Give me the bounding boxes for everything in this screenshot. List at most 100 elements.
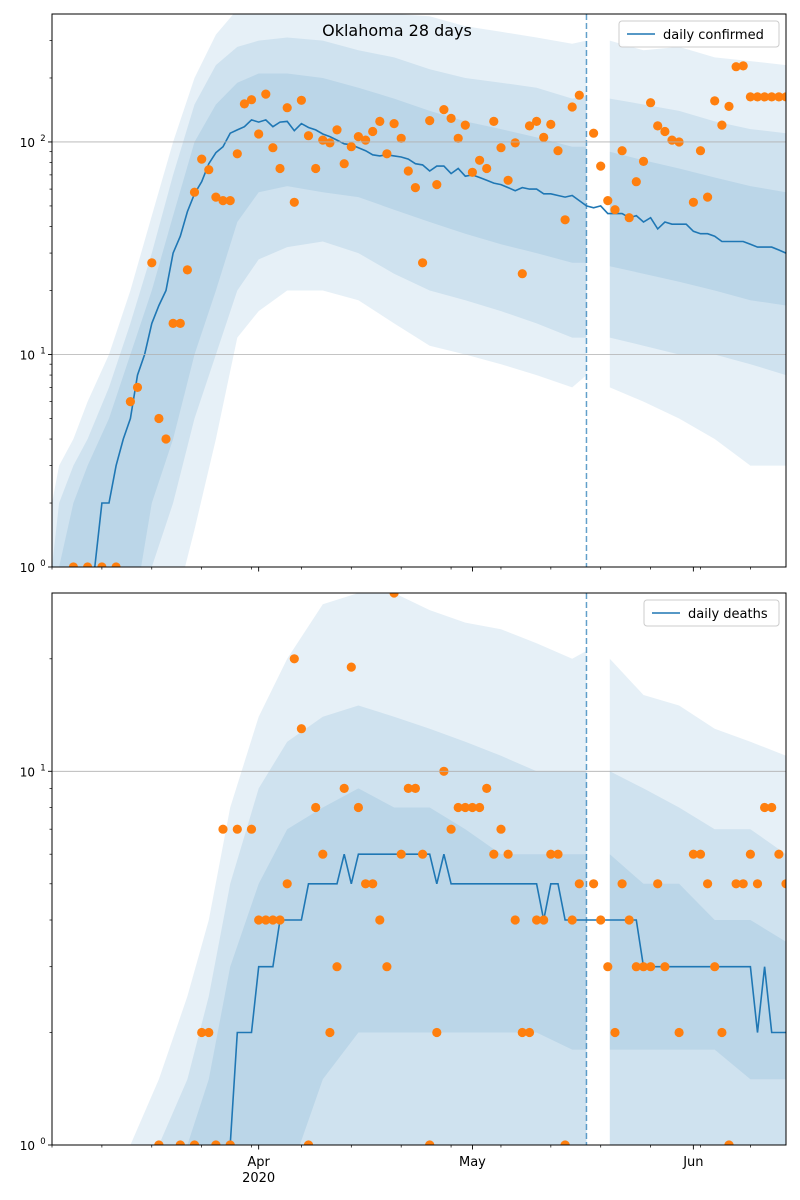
plot-area — [52, 593, 786, 1145]
data-point — [361, 879, 371, 889]
data-point — [83, 562, 93, 567]
data-point — [332, 125, 342, 135]
data-point — [617, 146, 627, 156]
legend-label: daily deaths — [688, 607, 768, 622]
data-point — [603, 196, 613, 206]
data-point — [695, 146, 706, 156]
data-point — [574, 90, 584, 100]
data-point — [524, 121, 535, 131]
data-point — [695, 849, 706, 859]
data-point — [303, 131, 314, 141]
figure-title: Oklahoma 28 days — [322, 21, 472, 40]
data-point — [724, 101, 734, 111]
data-point — [617, 879, 627, 889]
data-point — [353, 802, 363, 813]
data-point — [603, 962, 613, 972]
data-point — [760, 802, 770, 813]
series-line — [93, 118, 786, 567]
data-point — [311, 163, 321, 174]
x-tick-label: 2020 — [242, 1171, 275, 1186]
data-point — [154, 1140, 164, 1145]
data-point — [703, 879, 713, 889]
data-point — [161, 434, 171, 444]
data-point — [425, 1140, 435, 1145]
data-point — [653, 121, 663, 131]
data-point — [596, 915, 606, 925]
y-tick-label: 10 — [20, 348, 35, 362]
data-point — [246, 95, 257, 105]
data-point — [403, 783, 413, 794]
data-point — [410, 783, 420, 794]
data-point — [389, 593, 399, 598]
data-point — [318, 135, 328, 145]
uncertainty-band-inner — [59, 73, 587, 567]
data-point — [760, 92, 770, 102]
data-point — [646, 98, 656, 108]
data-point — [311, 802, 321, 813]
data-point — [496, 143, 506, 153]
data-point — [211, 192, 221, 202]
data-point — [653, 879, 663, 889]
data-point — [239, 99, 249, 109]
data-point — [204, 1027, 214, 1038]
y-tick-exponent: 2 — [40, 134, 45, 144]
data-point — [624, 213, 634, 223]
x-tick-label: May — [459, 1155, 486, 1170]
data-point — [631, 177, 641, 187]
axes-frame — [51, 592, 787, 1146]
data-point — [767, 92, 777, 102]
data-point — [475, 802, 485, 813]
data-point — [546, 849, 556, 859]
data-point — [467, 802, 477, 813]
data-point — [589, 879, 599, 889]
data-point — [738, 61, 748, 71]
data-point — [254, 915, 264, 925]
data-point — [154, 413, 164, 424]
data-point — [396, 849, 406, 859]
uncertainty-band-middle — [609, 98, 786, 376]
data-point — [410, 183, 420, 193]
data-point — [325, 1027, 335, 1038]
data-point — [517, 1027, 527, 1038]
data-point — [660, 962, 670, 972]
data-point — [303, 1140, 314, 1145]
data-point — [446, 824, 456, 834]
data-point — [489, 116, 499, 126]
data-point — [261, 89, 271, 99]
data-point — [738, 879, 748, 889]
data-point — [418, 258, 428, 268]
data-point — [510, 138, 520, 148]
data-point — [254, 129, 264, 139]
data-point — [389, 119, 399, 129]
data-point — [296, 724, 306, 734]
y-tick-exponent: 1 — [40, 346, 45, 356]
uncertainty-band-outer — [609, 658, 786, 1145]
data-point — [289, 197, 299, 207]
data-point — [275, 163, 285, 174]
data-point — [610, 1027, 620, 1038]
data-point — [489, 849, 499, 859]
data-point — [361, 135, 371, 145]
data-point — [475, 155, 485, 165]
data-point — [225, 196, 235, 206]
data-point — [717, 1027, 727, 1038]
data-point — [346, 142, 356, 152]
data-point — [553, 146, 563, 156]
data-point — [125, 397, 135, 407]
data-point — [453, 802, 463, 813]
data-point — [674, 1027, 684, 1038]
data-point — [646, 962, 656, 972]
y-tick-label: 10 — [20, 1139, 35, 1153]
data-point — [346, 662, 356, 672]
data-point — [325, 138, 335, 148]
data-point — [97, 562, 107, 567]
data-point — [532, 116, 542, 126]
data-point — [688, 197, 699, 207]
data-point — [261, 915, 271, 925]
data-point — [596, 161, 606, 171]
uncertainty-band-middle — [158, 705, 587, 1145]
data-point — [745, 92, 756, 102]
data-point — [368, 126, 378, 137]
